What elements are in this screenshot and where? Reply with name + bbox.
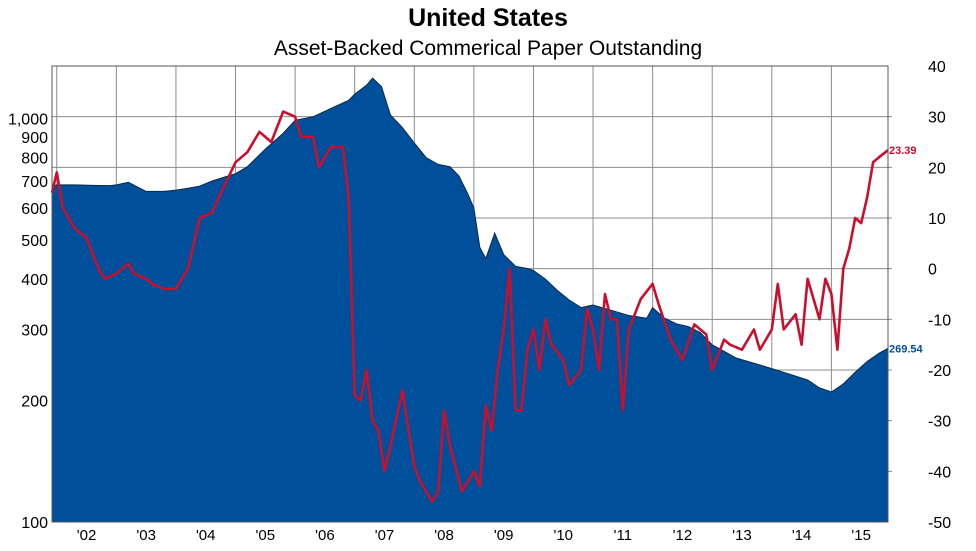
left-tick-label: 500 xyxy=(21,233,48,250)
left-tick-label: 1,000 xyxy=(8,112,48,129)
x-tick-label: '07 xyxy=(375,527,395,544)
right-tick-label: -50 xyxy=(928,515,951,532)
area-end-label: 269.54 xyxy=(889,343,924,355)
x-tick-label: '13 xyxy=(732,527,752,544)
x-tick-label: '08 xyxy=(434,527,454,544)
x-tick-label: '11 xyxy=(614,527,632,544)
x-tick-label: '02 xyxy=(77,527,97,544)
x-tick-label: '10 xyxy=(553,527,573,544)
x-tick-label: '14 xyxy=(792,527,812,544)
x-tick-label: '03 xyxy=(136,527,156,544)
x-tick-label: '09 xyxy=(494,527,514,544)
x-tick-label: '06 xyxy=(315,527,335,544)
chart-title: United States xyxy=(408,4,568,32)
left-tick-label: 600 xyxy=(21,201,48,218)
line-series xyxy=(50,110,889,503)
x-tick-label: '12 xyxy=(673,527,693,544)
right-tick-label: 30 xyxy=(928,110,946,127)
right-tick-label: 20 xyxy=(928,160,946,177)
line-end-label: 23.39 xyxy=(889,145,917,157)
left-tick-label: 900 xyxy=(21,130,48,147)
right-tick-label: 40 xyxy=(928,59,946,76)
left-tick-label: 200 xyxy=(21,394,48,411)
x-tick-label: '15 xyxy=(851,527,871,544)
left-tick-label: 300 xyxy=(21,323,48,340)
right-tick-label: 10 xyxy=(928,211,946,228)
x-tick-label: '04 xyxy=(196,527,216,544)
x-tick-label: '05 xyxy=(256,527,276,544)
plot-border xyxy=(51,65,889,523)
right-tick-label: -10 xyxy=(928,312,951,329)
right-tick-label: 0 xyxy=(928,262,937,279)
right-tick-label: -40 xyxy=(928,464,951,481)
left-tick-label: 100 xyxy=(21,515,48,532)
left-tick-label: 700 xyxy=(21,174,48,191)
chart-subtitle: Asset-Backed Commerical Paper Outstandin… xyxy=(273,37,703,60)
area-series xyxy=(51,77,889,523)
left-tick-label: 400 xyxy=(21,272,48,289)
right-tick-label: -20 xyxy=(928,363,951,380)
right-tick-label: -30 xyxy=(928,414,951,431)
left-tick-label: 800 xyxy=(21,151,48,168)
